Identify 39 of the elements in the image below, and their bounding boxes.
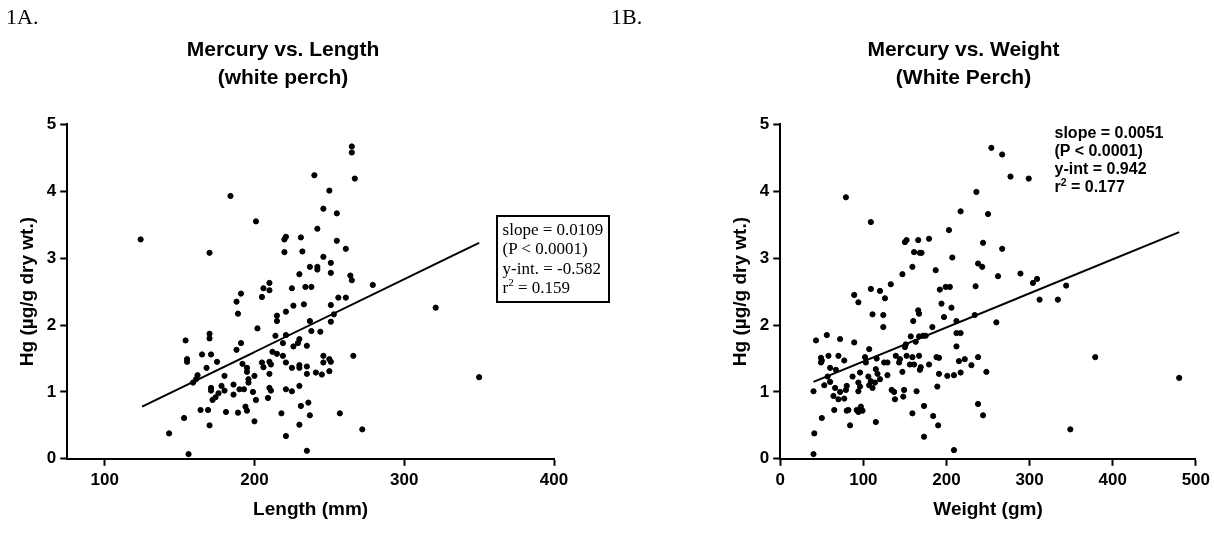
annotation: (P < 0.0001)	[502, 239, 589, 259]
x-tick-label: 100	[849, 469, 878, 489]
x-axis-title: Weight (gm)	[933, 497, 1043, 519]
chart-title: Mercury vs. Length	[186, 37, 380, 61]
y-tick-label: 2	[759, 314, 770, 334]
annotation: y-int. = -0.582	[502, 258, 602, 279]
x-tick-label: 300	[390, 469, 419, 489]
y-tick-label: 1	[759, 381, 770, 401]
text: r$^{2}$ = 0.177	[1054, 177, 1125, 196]
text: (P < 0.0001)	[1054, 142, 1143, 160]
x-tick-label: 300	[1015, 469, 1044, 489]
y-tick-label: 4	[759, 180, 770, 200]
x-tick-label: 0	[775, 469, 785, 489]
y-tick-label: 3	[759, 247, 770, 267]
x-tick-label: 400	[1098, 469, 1127, 489]
y-tick-label: 5	[759, 114, 770, 134]
y-axis-title: Hg (µg/g dry wt.)	[728, 216, 750, 367]
text: y-int = 0.942	[1054, 160, 1147, 178]
x-tick-label: 100	[90, 469, 119, 489]
x-tick-label: 400	[539, 469, 569, 489]
y-tick-label: 2	[46, 314, 57, 334]
x-tick-label: 500	[1181, 469, 1211, 489]
y-tick-label: 3	[46, 247, 57, 267]
y-tick-label: 5	[46, 114, 57, 134]
x-tick-label: 200	[932, 469, 961, 489]
chart-subtitle: (white perch)	[217, 64, 349, 88]
text: 1B.	[611, 4, 643, 30]
y-tick-label: 0	[759, 448, 770, 468]
chart-subtitle: (White Perch)	[895, 64, 1032, 88]
x-tick-label: 200	[240, 469, 269, 489]
chart-title: Mercury vs. Weight	[867, 37, 1060, 61]
text: 1A.	[6, 4, 39, 30]
y-axis-title: Hg (µg/g dry wt.)	[15, 216, 37, 367]
text: slope = 0.0051	[1054, 124, 1164, 142]
annotation: slope = 0.0109	[502, 219, 604, 240]
x-axis-title: Length (mm)	[253, 497, 369, 519]
y-tick-label: 0	[46, 448, 57, 468]
y-tick-label: 1	[46, 381, 57, 401]
y-tick-label: 4	[46, 180, 57, 200]
